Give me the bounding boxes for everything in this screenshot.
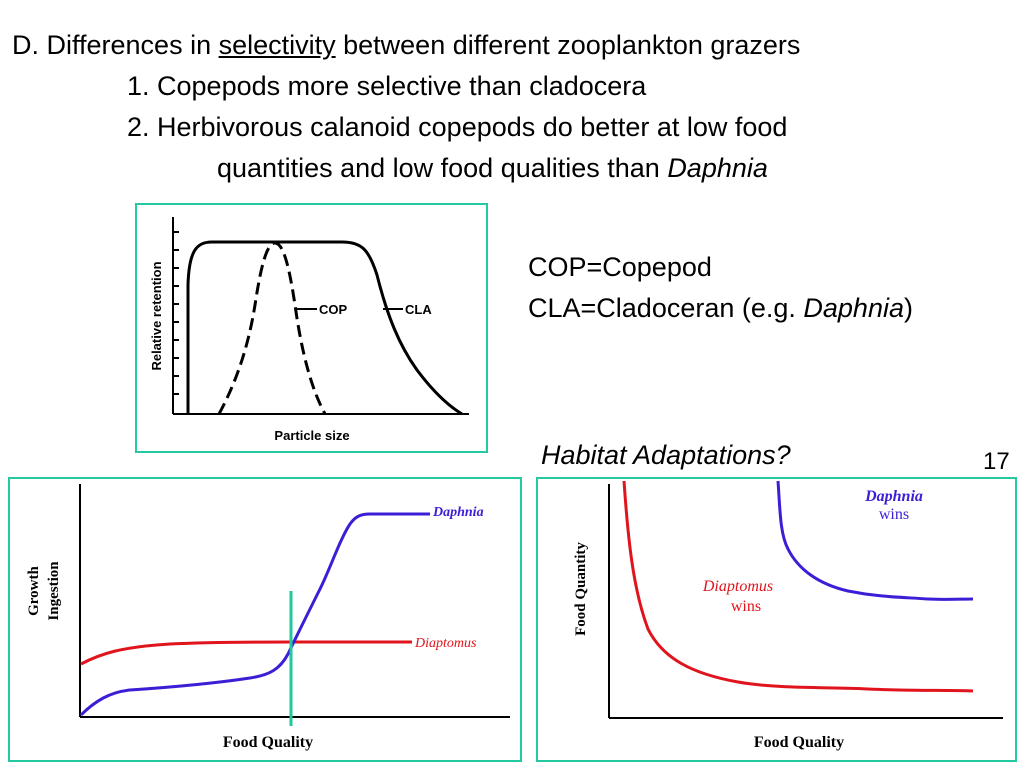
retention-figure: COP CLA Relative retention Particle size <box>135 203 488 453</box>
retention-ylabel: Relative retention <box>149 261 164 370</box>
diaptomus-wins-label: wins <box>731 598 761 615</box>
slide-heading: D. Differences in selectivity between di… <box>12 30 800 60</box>
cla-label: CLA <box>405 302 432 317</box>
retention-y-ticks <box>173 231 179 395</box>
growth-ylabel-2: Ingestion <box>46 561 62 621</box>
habitat-question: Habitat Adaptations? <box>541 440 791 470</box>
legend-cla-close: ) <box>903 293 913 323</box>
heading-suffix: between different zooplankton grazers <box>335 30 801 60</box>
cla-curve <box>186 240 463 416</box>
point-2: 2. Herbivorous calanoid copepods do bett… <box>127 112 788 142</box>
retention-plot: COP CLA Relative retention Particle size <box>149 217 469 443</box>
legend-cla-daphnia: Daphnia <box>803 293 904 323</box>
growth-ylabel-1: Growth <box>26 565 42 615</box>
legend-cop: COP=Copepod <box>528 252 712 282</box>
daphnia-boundary <box>776 480 974 601</box>
retention-xlabel: Particle size <box>274 428 349 443</box>
point-2-daphnia: Daphnia <box>667 153 768 183</box>
point-2-continued-text: quantities and low food qualities than <box>217 153 668 183</box>
heading-emphasis: selectivity <box>218 30 336 60</box>
growth-xlabel: Food Quality <box>223 734 313 751</box>
point-2-continued: quantities and low food qualities than D… <box>217 153 768 183</box>
diaptomus-boundary <box>622 480 974 693</box>
daphnia-region-label: Daphnia <box>864 488 923 505</box>
heading-prefix: D. Differences in <box>12 30 219 60</box>
quantity-xlabel: Food Quality <box>754 734 844 751</box>
diaptomus-region-label: Diaptomus <box>702 578 773 595</box>
growth-figure: Daphnia Diaptomus Growth Ingestion Food … <box>8 477 522 762</box>
legend-cla-text: CLA=Cladoceran (e.g. <box>528 293 804 323</box>
diaptomus-series-label: Diaptomus <box>414 636 477 651</box>
quantity-ylabel: Food Quantity <box>573 542 589 636</box>
daphnia-wins-label: wins <box>879 506 909 523</box>
cop-label: COP <box>319 302 348 317</box>
daphnia-line <box>79 512 430 717</box>
growth-plot: Daphnia Diaptomus Growth Ingestion Food … <box>26 484 510 751</box>
legend-cla: CLA=Cladoceran (e.g. Daphnia) <box>528 293 913 323</box>
diaptomus-line <box>80 640 412 666</box>
daphnia-series-label: Daphnia <box>432 505 484 520</box>
quantity-plot: Daphnia wins Diaptomus wins Food Quantit… <box>573 480 1003 751</box>
quantity-figure: Daphnia wins Diaptomus wins Food Quantit… <box>536 477 1017 762</box>
cop-curve <box>217 241 327 415</box>
slide-number: 17 <box>983 448 1010 475</box>
point-1: 1. Copepods more selective than cladocer… <box>127 71 647 101</box>
